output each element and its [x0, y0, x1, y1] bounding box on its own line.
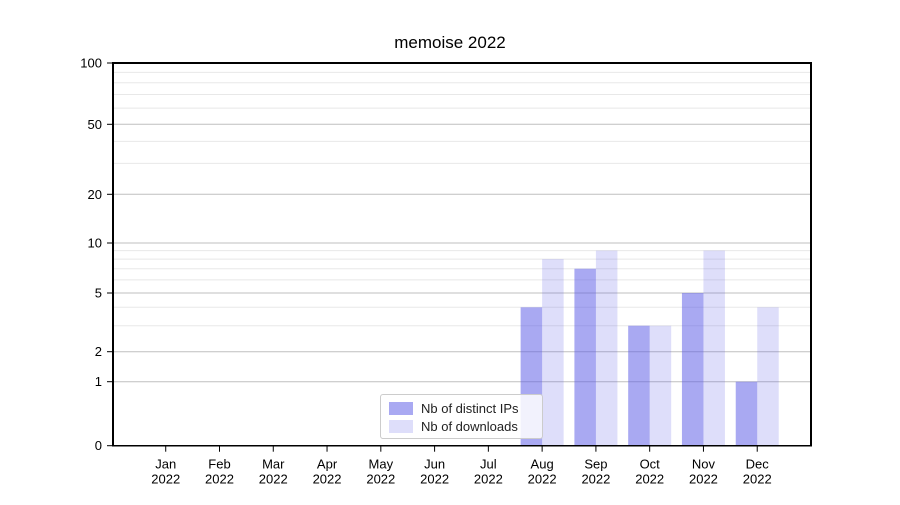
svg-text:5: 5	[95, 286, 102, 301]
svg-text:Sep: Sep	[584, 457, 607, 472]
svg-text:2022: 2022	[581, 472, 610, 487]
svg-text:2022: 2022	[366, 472, 395, 487]
svg-text:10: 10	[88, 236, 102, 251]
svg-text:2022: 2022	[528, 472, 557, 487]
svg-text:Aug: Aug	[531, 457, 554, 472]
svg-text:100: 100	[80, 56, 102, 71]
svg-text:Mar: Mar	[262, 457, 285, 472]
svg-text:1: 1	[95, 374, 102, 389]
svg-text:Jan: Jan	[155, 457, 176, 472]
svg-text:2022: 2022	[151, 472, 180, 487]
svg-text:0: 0	[95, 438, 102, 453]
svg-text:Dec: Dec	[746, 457, 770, 472]
svg-text:Apr: Apr	[317, 457, 338, 472]
svg-text:20: 20	[88, 187, 102, 202]
svg-text:Jun: Jun	[424, 457, 445, 472]
svg-text:2022: 2022	[420, 472, 449, 487]
svg-text:Oct: Oct	[640, 457, 661, 472]
svg-text:2022: 2022	[689, 472, 718, 487]
svg-text:Feb: Feb	[208, 457, 230, 472]
svg-text:2: 2	[95, 344, 102, 359]
svg-text:2022: 2022	[259, 472, 288, 487]
svg-text:memoise 2022: memoise 2022	[394, 33, 506, 52]
svg-text:Jul: Jul	[480, 457, 497, 472]
svg-text:2022: 2022	[474, 472, 503, 487]
svg-text:2022: 2022	[313, 472, 342, 487]
svg-text:May: May	[369, 457, 394, 472]
svg-text:2022: 2022	[205, 472, 234, 487]
svg-text:2022: 2022	[635, 472, 664, 487]
svg-text:50: 50	[88, 117, 102, 132]
svg-text:2022: 2022	[743, 472, 772, 487]
svg-text:Nov: Nov	[692, 457, 716, 472]
